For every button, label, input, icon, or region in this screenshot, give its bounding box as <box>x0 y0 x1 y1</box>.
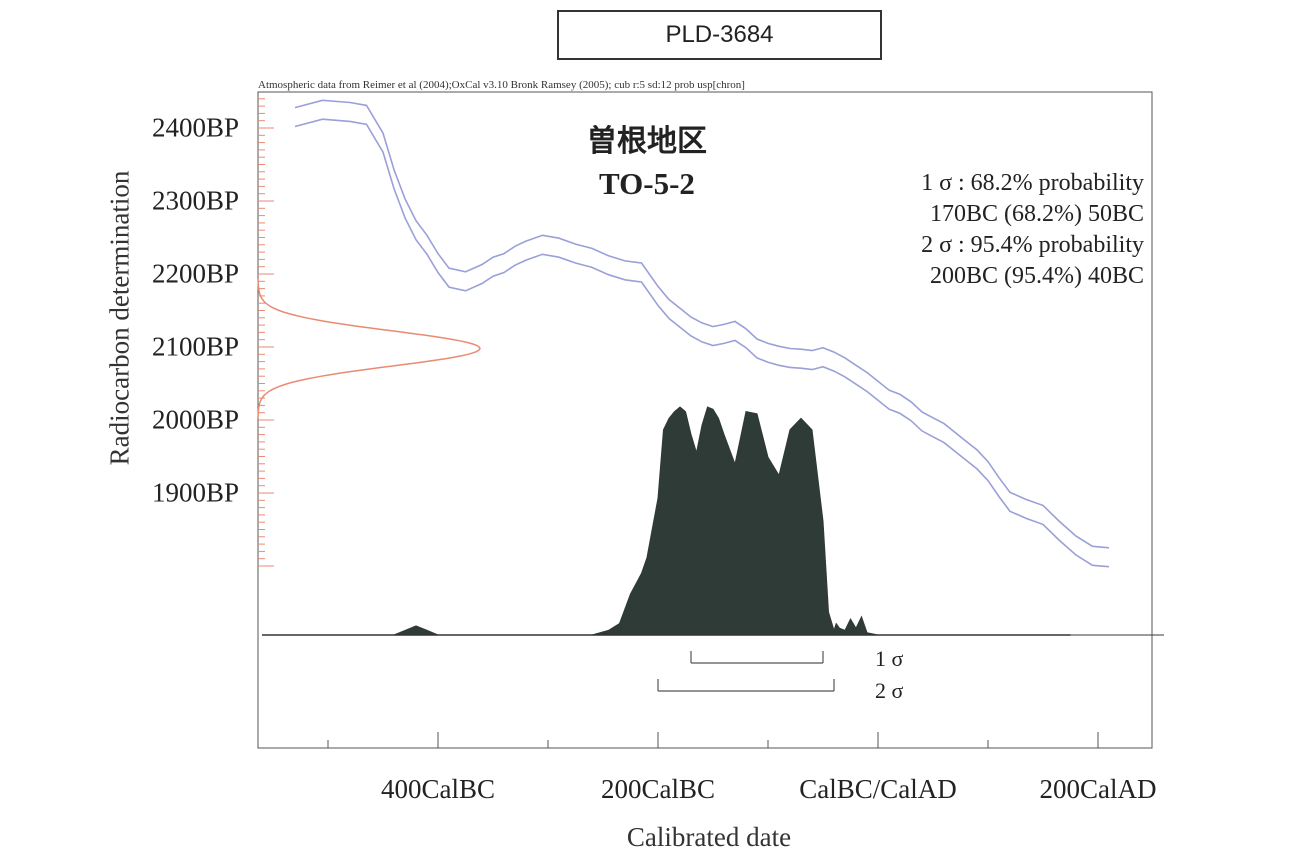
x-tick-label: 200CalAD <box>1039 774 1157 804</box>
lab-code: PLD-3684 <box>665 21 774 48</box>
y-tick-label: 2200BP <box>152 258 240 289</box>
one-sigma-range: 170BC (68.2%) 50BC <box>929 201 1144 227</box>
y-tick-label: 1900BP <box>152 477 240 508</box>
one-sigma-label: 1 σ <box>875 646 904 671</box>
site-name: 曽根地区 <box>587 124 707 159</box>
two-sigma-label: 2 σ <box>875 678 904 703</box>
x-tick-label: 200CalBC <box>600 774 716 804</box>
y-tick-label: 2400BP <box>152 112 240 143</box>
y-tick-label: 2300BP <box>152 185 240 216</box>
two-sigma-title: 2 σ : 95.4% probability <box>921 232 1144 258</box>
probability-legend: 1 σ : 68.2% probability 170BC (68.2%) 50… <box>921 168 1144 292</box>
one-sigma-title: 1 σ : 68.2% probability <box>921 170 1144 196</box>
two-sigma-range: 200BC (95.4%) 40BC <box>929 263 1144 289</box>
calibrated-distribution <box>262 406 1164 636</box>
calibration-curve-upper <box>294 99 1110 549</box>
credits-text: Atmospheric data from Reimer et al (2004… <box>258 79 745 91</box>
sample-id: TO-5-2 <box>599 166 695 201</box>
y-tick-label: 2100BP <box>152 331 240 362</box>
x-axis-title: Calibrated date <box>626 822 792 852</box>
y-tick-label: 2000BP <box>152 404 240 435</box>
x-tick-label: 400CalBC <box>380 774 496 804</box>
calibration-curve-lower <box>294 118 1110 568</box>
x-tick-label: CalBC/CalAD <box>799 774 957 804</box>
lab-code-box: PLD-3684 <box>557 10 882 60</box>
radiocarbon-distribution <box>257 278 481 419</box>
